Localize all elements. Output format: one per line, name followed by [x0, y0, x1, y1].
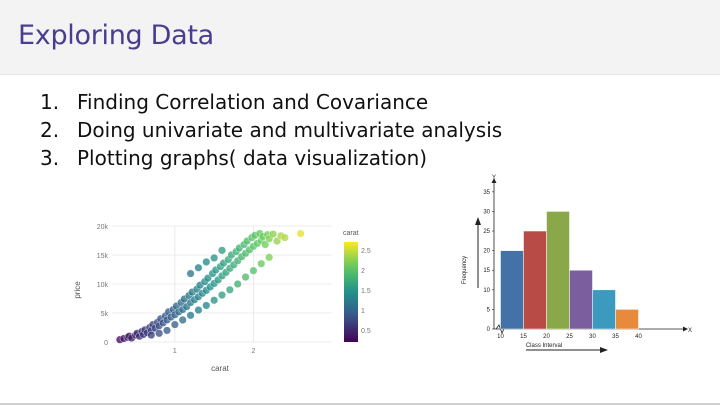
scatter-point	[225, 285, 234, 294]
scatter-y-label: price	[73, 281, 82, 299]
scatter-point	[210, 296, 219, 305]
scatter-y-tick: 20k	[97, 224, 109, 231]
colorbar-rect	[344, 242, 358, 342]
histogram-x-tick: 35	[612, 334, 619, 340]
bullet-item: 1. Finding Correlation and Covariance	[40, 88, 502, 116]
histogram-y-tick: 10	[483, 288, 490, 294]
scatter-y-tick: 10k	[97, 282, 109, 289]
colorbar-tick: 2.5	[361, 248, 371, 255]
bullet-text: Doing univariate and multivariate analys…	[77, 118, 503, 142]
bullet-number: 1.	[40, 90, 60, 114]
histogram-bar	[615, 309, 639, 330]
histogram-x-tick: 25	[566, 334, 573, 340]
histogram-y-tick: 15	[483, 268, 490, 274]
histogram-bar	[569, 269, 593, 330]
scatter-point	[261, 240, 270, 249]
scatter-point	[178, 315, 187, 324]
scatter-x-tick: 2	[251, 348, 255, 355]
histogram-bars	[500, 211, 639, 330]
bullet-number: 2.	[40, 118, 60, 142]
colorbar-tick: 1	[361, 308, 365, 315]
scatter-point	[170, 320, 179, 329]
histogram-ticks: 0 5 10 15 20 25 30 35 10 15 20 25 30 35 40	[483, 190, 642, 340]
scatter-point	[147, 331, 156, 340]
scatter-point	[162, 326, 171, 335]
histogram-x-tick: 30	[589, 334, 596, 340]
x-axis-arrow-icon	[683, 326, 688, 332]
colorbar: carat 0.5 1 1.5 2 2.5	[343, 230, 371, 342]
y-axis-arrow-icon	[491, 178, 497, 183]
frequency-arrow-icon	[475, 217, 481, 225]
scatter-point	[194, 306, 203, 315]
histogram-y-axis-letter: Y	[492, 175, 496, 181]
histogram-y-tick: 25	[483, 229, 490, 235]
histogram-x-label: Class Interval	[526, 343, 562, 349]
scatter-points	[115, 229, 305, 344]
histogram-x-tick: 15	[520, 334, 527, 340]
class-interval-arrow-icon	[600, 347, 608, 353]
histogram-y-tick: 5	[487, 307, 491, 313]
bullet-item: 2. Doing univariate and multivariate ana…	[40, 116, 502, 144]
scatter-point	[280, 233, 289, 242]
colorbar-title: carat	[343, 230, 359, 237]
scatter-point	[194, 263, 203, 272]
histogram-x-axis-letter: X	[688, 328, 692, 334]
scatter-y-tick: 15k	[97, 253, 109, 260]
histogram-x-tick: 20	[543, 334, 550, 340]
bullet-text: Finding Correlation and Covariance	[77, 90, 429, 114]
scatter-point	[202, 257, 211, 266]
scatter-point	[186, 269, 195, 278]
scatter-point	[265, 253, 274, 262]
histogram-y-tick: 20	[483, 249, 490, 255]
bullet-list: 1. Finding Correlation and Covariance 2.…	[40, 88, 502, 172]
bullet-number: 3.	[40, 146, 60, 170]
scatter-point	[257, 259, 266, 268]
histogram-y-tick: 0	[487, 327, 491, 333]
colorbar-tick: 1.5	[361, 288, 371, 295]
scatter-point	[210, 253, 219, 262]
scatter-point	[217, 291, 226, 300]
histogram-x-tick: 40	[635, 334, 642, 340]
scatter-grid	[112, 225, 332, 343]
bottom-bar	[0, 403, 720, 405]
histogram-bar	[523, 230, 547, 330]
title-band: Exploring Data	[0, 0, 720, 75]
bullet-text: Plotting graphs( data visualization)	[77, 146, 428, 170]
scatter-point	[202, 301, 211, 310]
scatter-x-label: carat	[211, 364, 230, 373]
histogram-x-tick: 10	[497, 334, 504, 340]
scatter-point	[241, 273, 250, 282]
scatter-point	[217, 246, 226, 255]
scatter-point	[155, 329, 164, 338]
scatter-y-tick: 0	[104, 340, 108, 347]
scatter-point	[186, 311, 195, 320]
slide-title: Exploring Data	[18, 20, 214, 51]
histogram-bar	[592, 289, 616, 330]
scatter-point	[249, 266, 258, 275]
histogram-y-tick: 35	[483, 190, 490, 196]
histogram: 0 5 10 15 20 25 30 35 10 15 20 25 30 35 40 Frequency C…	[462, 175, 692, 353]
histogram-y-tick: 30	[483, 209, 490, 215]
scatter-point	[296, 229, 305, 238]
scatter-x-tick: 1	[173, 348, 177, 355]
scatter-plot: 0 5k 10k 15k 20k 1 2 carat price carat 0.5 1 1.5 2…	[73, 224, 371, 373]
scatter-point	[269, 230, 278, 239]
scatter-point	[233, 280, 242, 289]
colorbar-tick: 2	[361, 268, 365, 275]
bullet-item: 3. Plotting graphs( data visualization)	[40, 144, 502, 172]
histogram-bar	[500, 250, 524, 330]
scatter-ticks: 0 5k 10k 15k 20k 1 2	[97, 224, 256, 355]
histogram-y-label: Frequency	[462, 256, 468, 284]
colorbar-tick: 0.5	[361, 328, 371, 335]
histogram-bar	[546, 211, 570, 330]
scatter-y-tick: 5k	[101, 311, 109, 318]
